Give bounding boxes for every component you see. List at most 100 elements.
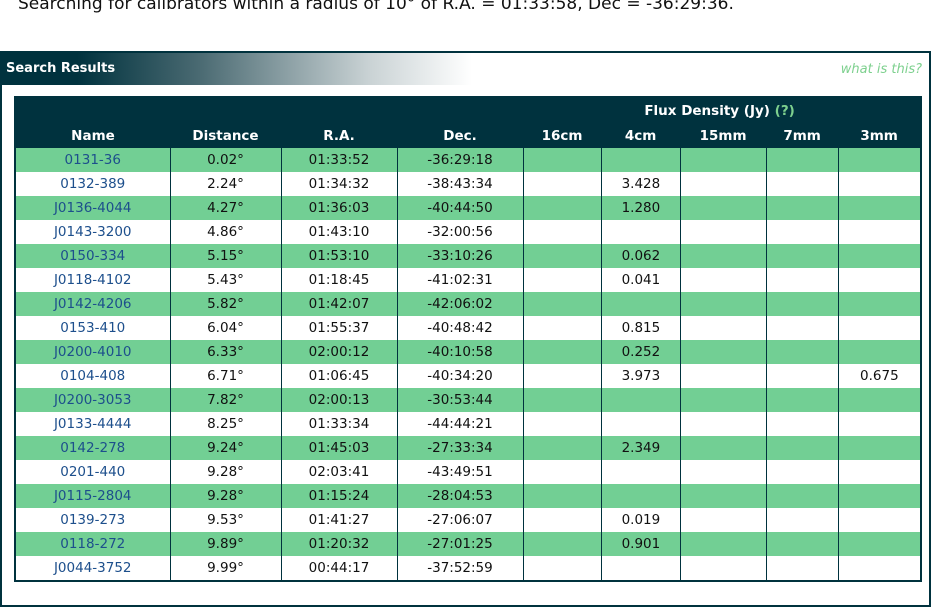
dec-cell: -30:53:44 [396, 388, 524, 412]
ra-cell: 01:42:07 [280, 292, 398, 316]
distance-cell: 6.33° [169, 340, 282, 364]
column-header-15mm: 15mm [680, 124, 767, 148]
table-row: 0201-440 9.28° 02:03:41 -43:49:51 [14, 460, 922, 484]
flux-16cm-cell [522, 244, 602, 268]
ra-cell: 01:43:10 [280, 220, 398, 244]
header-spacer [15, 97, 602, 124]
dec-cell: -27:06:07 [396, 508, 524, 532]
flux-4cm-cell [600, 484, 681, 508]
dec-cell: -40:34:20 [396, 364, 524, 388]
calibrator-name-link[interactable]: J0044-3752 [14, 556, 171, 581]
flux-4cm-cell [600, 220, 681, 244]
flux-16cm-cell [522, 172, 602, 196]
flux-15mm-cell [679, 340, 767, 364]
flux-15mm-cell [679, 532, 767, 556]
flux-16cm-cell [522, 268, 602, 292]
calibrator-name-link[interactable]: J0118-4102 [14, 268, 171, 292]
calibrator-name-link[interactable]: 0118-272 [14, 532, 171, 556]
flux-15mm-cell [679, 508, 767, 532]
calibrator-name-link[interactable]: J0143-3200 [14, 220, 171, 244]
what-is-this-link[interactable]: what is this? [840, 62, 922, 77]
flux-7mm-cell [765, 412, 839, 436]
flux-4cm-cell: 0.062 [600, 244, 681, 268]
flux-density-label: Flux Density (Jy) [644, 103, 770, 119]
flux-4cm-cell [600, 556, 681, 581]
calibrator-name-link[interactable]: J0200-4010 [14, 340, 171, 364]
dec-cell: -33:10:26 [396, 244, 524, 268]
flux-7mm-cell [765, 484, 839, 508]
flux-7mm-cell [765, 148, 839, 172]
flux-7mm-cell [765, 196, 839, 220]
table-row: 0118-272 9.89° 01:20:32 -27:01:25 0.901 [14, 532, 922, 556]
ra-cell: 02:00:13 [280, 388, 398, 412]
search-summary: Searching for calibrators within a radiu… [18, 0, 734, 14]
calibrator-name-link[interactable]: 0132-389 [14, 172, 171, 196]
dec-cell: -36:29:18 [396, 148, 524, 172]
calibrator-name-link[interactable]: J0142-4206 [14, 292, 171, 316]
flux-3mm-cell [837, 412, 922, 436]
distance-cell: 6.71° [169, 364, 282, 388]
flux-3mm-cell [837, 148, 922, 172]
calibrator-name-link[interactable]: 0153-410 [14, 316, 171, 340]
ra-cell: 01:34:32 [280, 172, 398, 196]
distance-cell: 2.24° [169, 172, 282, 196]
flux-3mm-cell [837, 340, 922, 364]
distance-cell: 5.15° [169, 244, 282, 268]
calibrator-name-link[interactable]: J0115-2804 [14, 484, 171, 508]
ra-cell: 01:33:34 [280, 412, 398, 436]
flux-15mm-cell [679, 412, 767, 436]
table-row: J0118-4102 5.43° 01:18:45 -41:02:31 0.04… [14, 268, 922, 292]
dec-cell: -27:33:34 [396, 436, 524, 460]
flux-help-link[interactable]: (?) [774, 103, 795, 119]
flux-7mm-cell [765, 340, 839, 364]
ra-cell: 01:20:32 [280, 532, 398, 556]
flux-16cm-cell [522, 220, 602, 244]
ra-cell: 00:44:17 [280, 556, 398, 581]
flux-15mm-cell [679, 148, 767, 172]
header-spacer-end [838, 97, 922, 124]
calibrator-name-link[interactable]: J0136-4044 [14, 196, 171, 220]
distance-cell: 9.99° [169, 556, 282, 581]
flux-16cm-cell [522, 556, 602, 581]
table-row: 0139-273 9.53° 01:41:27 -27:06:07 0.019 [14, 508, 922, 532]
flux-16cm-cell [522, 196, 602, 220]
flux-15mm-cell [679, 292, 767, 316]
column-header-4cm: 4cm [601, 124, 681, 148]
flux-15mm-cell [679, 484, 767, 508]
calibrator-name-link[interactable]: 0131-36 [14, 148, 171, 172]
calibrator-name-link[interactable]: J0200-3053 [14, 388, 171, 412]
dec-cell: -40:48:42 [396, 316, 524, 340]
column-header-name: Name [15, 124, 170, 148]
distance-cell: 6.04° [169, 316, 282, 340]
ra-cell: 01:15:24 [280, 484, 398, 508]
calibrator-name-link[interactable]: 0104-408 [14, 364, 171, 388]
flux-16cm-cell [522, 508, 602, 532]
flux-16cm-cell [522, 292, 602, 316]
distance-cell: 5.43° [169, 268, 282, 292]
calibrator-name-link[interactable]: 0139-273 [14, 508, 171, 532]
flux-4cm-cell: 2.349 [600, 436, 681, 460]
flux-7mm-cell [765, 268, 839, 292]
dec-cell: -41:02:31 [396, 268, 524, 292]
table-row: 0153-410 6.04° 01:55:37 -40:48:42 0.815 [14, 316, 922, 340]
dec-cell: -27:01:25 [396, 532, 524, 556]
calibrator-name-link[interactable]: 0201-440 [14, 460, 171, 484]
flux-15mm-cell [679, 196, 767, 220]
flux-4cm-cell: 3.428 [600, 172, 681, 196]
distance-cell: 0.02° [169, 148, 282, 172]
table-row: J0200-4010 6.33° 02:00:12 -40:10:58 0.25… [14, 340, 922, 364]
flux-16cm-cell [522, 532, 602, 556]
flux-16cm-cell [522, 364, 602, 388]
ra-cell: 02:00:12 [280, 340, 398, 364]
flux-density-header: Flux Density (Jy) (?) [601, 97, 839, 124]
calibrator-name-link[interactable]: 0142-278 [14, 436, 171, 460]
flux-4cm-cell: 0.901 [600, 532, 681, 556]
distance-cell: 9.24° [169, 436, 282, 460]
flux-7mm-cell [765, 244, 839, 268]
flux-3mm-cell [837, 436, 922, 460]
flux-4cm-cell [600, 460, 681, 484]
calibrator-name-link[interactable]: J0133-4444 [14, 412, 171, 436]
ra-cell: 01:45:03 [280, 436, 398, 460]
distance-cell: 9.28° [169, 460, 282, 484]
calibrator-name-link[interactable]: 0150-334 [14, 244, 171, 268]
